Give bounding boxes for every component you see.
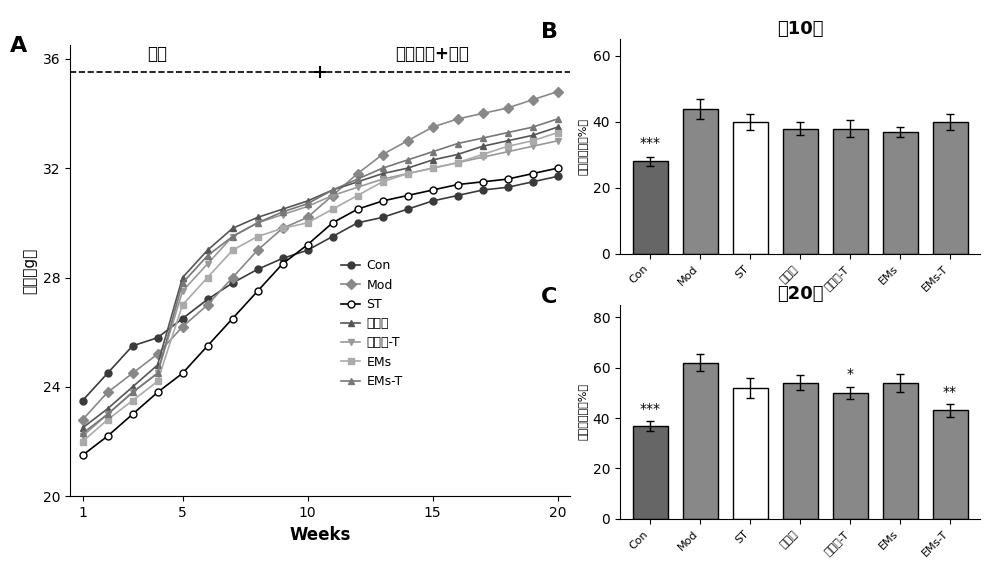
Bar [932,122,968,254]
Text: 造模: 造模 [148,45,168,63]
Bar [782,383,818,519]
X-axis label: Weeks: Weeks [289,526,351,544]
Text: A: A [10,36,27,56]
Bar [633,161,668,254]
Y-axis label: 体重增量率（%）: 体重增量率（%） [577,118,587,175]
Bar [682,109,718,254]
Bar [932,411,968,519]
Text: ***: *** [640,136,660,150]
Title: 第10周: 第10周 [777,20,823,38]
Bar [832,393,868,519]
Y-axis label: 体重（g）: 体重（g） [22,248,37,294]
Text: 营养干预+造模: 营养干预+造模 [396,45,469,63]
Bar [732,122,768,254]
Bar [883,383,918,519]
Bar [782,129,818,254]
Text: **: ** [943,385,957,399]
Text: B: B [541,23,558,42]
Text: *: * [846,368,854,381]
Bar [633,426,668,519]
Legend: Con, Mod, ST, 胆汁体, 胆汁体-T, EMs, EMs-T: Con, Mod, ST, 胆汁体, 胆汁体-T, EMs, EMs-T [336,254,408,393]
Text: ***: *** [640,402,660,416]
Title: 第20周: 第20周 [777,285,823,303]
Bar [883,132,918,254]
Y-axis label: 体重增量率（%）: 体重增量率（%） [577,383,587,440]
Bar [732,388,768,519]
Bar [832,129,868,254]
Bar [682,363,718,519]
Text: C: C [541,288,557,307]
